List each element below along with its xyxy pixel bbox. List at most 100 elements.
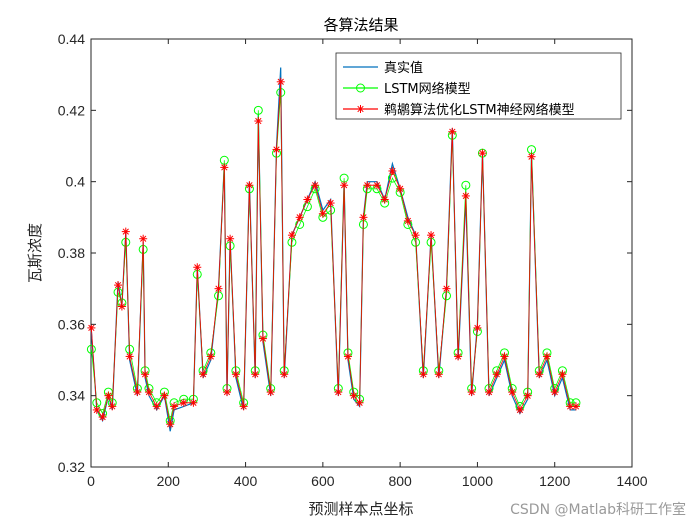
x-tick-label: 1400	[616, 473, 647, 489]
data-point-2	[515, 405, 524, 414]
data-point-2	[467, 388, 476, 397]
legend-label-1: LSTM网络模型	[384, 81, 471, 97]
data-point-2	[427, 231, 436, 240]
data-point-2	[485, 388, 494, 397]
data-point-2	[125, 352, 134, 361]
data-point-2	[442, 284, 451, 293]
data-point-2	[523, 391, 532, 400]
data-point-2	[363, 181, 372, 190]
data-point-2	[139, 234, 148, 243]
data-point-2	[434, 370, 443, 379]
data-point-2	[92, 405, 101, 414]
watermark: CSDN @Matlab科研工作室	[510, 502, 686, 518]
data-point-2	[223, 388, 232, 397]
series-2	[87, 77, 580, 429]
data-point-2	[355, 398, 364, 407]
y-tick-label: 0.38	[58, 245, 85, 261]
data-point-1	[86, 344, 96, 354]
data-point-2	[276, 77, 285, 86]
x-tick-label: 200	[157, 473, 181, 489]
y-tick-label: 0.44	[58, 31, 85, 47]
data-point-2	[411, 231, 420, 240]
data-point-2	[318, 209, 327, 218]
data-point-2	[258, 334, 267, 343]
data-point-2	[152, 402, 161, 411]
data-point-2	[133, 388, 142, 397]
data-point-2	[287, 231, 296, 240]
legend-marker-2	[356, 105, 365, 113]
y-tick-label: 0.34	[58, 388, 85, 404]
data-point-2	[245, 181, 254, 190]
data-point-2	[527, 152, 536, 161]
data-point-2	[542, 352, 551, 361]
y-tick-label: 0.42	[58, 102, 85, 118]
data-point-2	[193, 263, 202, 272]
legend-label-2: 鹈鹕算法优化LSTM神经网络模型	[384, 102, 575, 118]
chart-title: 各算法结果	[323, 16, 398, 34]
x-tick-label: 0	[87, 473, 95, 489]
data-point-2	[108, 402, 117, 411]
series-line-2	[91, 81, 576, 425]
y-tick-label: 0.4	[66, 174, 86, 190]
data-point-2	[535, 370, 544, 379]
y-tick-label: 0.36	[58, 316, 85, 332]
data-point-2	[478, 149, 487, 158]
x-tick-label: 1000	[462, 473, 493, 489]
data-point-2	[349, 391, 358, 400]
data-point-2	[340, 181, 349, 190]
data-point-2	[372, 181, 381, 190]
data-point-2	[272, 145, 281, 154]
x-tick-label: 400	[234, 473, 258, 489]
data-point-2	[326, 199, 335, 208]
data-point-2	[311, 181, 320, 190]
data-point-2	[571, 402, 580, 411]
data-point-2	[303, 195, 312, 204]
data-point-2	[359, 213, 368, 222]
data-point-2	[380, 195, 389, 204]
legend-label-0: 真实值	[384, 60, 423, 76]
data-point-2	[206, 352, 215, 361]
data-point-2	[231, 370, 240, 379]
data-point-2	[403, 216, 412, 225]
x-tick-label: 1200	[539, 473, 570, 489]
data-point-2	[508, 388, 517, 397]
data-point-2	[550, 388, 559, 397]
data-point-2	[214, 284, 223, 293]
data-point-2	[199, 370, 208, 379]
data-point-2	[448, 127, 457, 136]
data-point-2	[251, 370, 260, 379]
data-point-2	[117, 302, 126, 311]
axes-layer: 0 200 400 600 800 1000 1200 1400 0.32 0.34 0.36 0.3…	[58, 31, 648, 489]
data-point-2	[566, 402, 575, 411]
x-axis-title: 预测样本点坐标	[308, 500, 413, 518]
data-point-2	[179, 398, 188, 407]
data-point-2	[226, 234, 235, 243]
data-point-2	[254, 117, 263, 126]
data-point-2	[144, 388, 153, 397]
data-point-2	[114, 281, 123, 290]
data-point-2	[98, 413, 107, 422]
data-point-2	[419, 370, 428, 379]
data-point-2	[396, 184, 405, 193]
data-point-2	[104, 391, 113, 400]
data-point-2	[166, 420, 175, 429]
data-point-2	[160, 391, 169, 400]
data-point-1	[461, 180, 471, 190]
data-point-1	[253, 105, 263, 115]
y-axis-title: 瓦斯浓度	[26, 223, 44, 283]
data-point-2	[473, 323, 482, 332]
legend-marker-1	[356, 83, 365, 93]
data-point-2	[189, 398, 198, 407]
data-point-2	[454, 352, 463, 361]
data-point-2	[558, 370, 567, 379]
data-point-2	[280, 370, 289, 379]
data-point-2	[295, 213, 304, 222]
data-point-2	[461, 191, 470, 200]
data-point-2	[141, 370, 150, 379]
legend-box	[335, 52, 622, 120]
data-point-2	[121, 227, 130, 236]
y-tick-label: 0.32	[58, 459, 85, 475]
